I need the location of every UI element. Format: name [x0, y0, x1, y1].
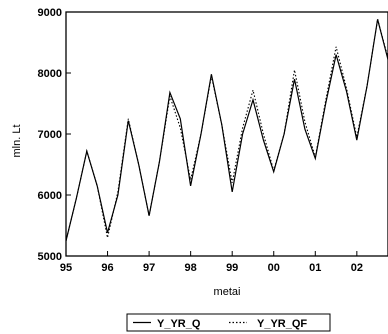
- x-tick-label: 01: [309, 262, 321, 274]
- x-tick-label: 95: [60, 262, 72, 274]
- y-tick-label: 6000: [38, 190, 62, 202]
- y-axis: 5000 6000 7000 8000 9000: [38, 7, 71, 263]
- legend-box: [126, 313, 331, 332]
- y-axis-label: mln. Lt: [11, 124, 23, 157]
- legend-label-y-yr-q: Y_YR_Q: [157, 318, 201, 330]
- legend: Y_YR_Q Y_YR_QF: [126, 313, 331, 332]
- series-lines: [65, 19, 388, 241]
- y-tick-label: 7000: [38, 129, 62, 141]
- series-line-y-yr-q: [65, 19, 388, 241]
- x-tick-label: 99: [226, 262, 238, 274]
- x-axis: 95 96 97 98 99 00 01 02: [60, 251, 363, 274]
- y-tick-label: 9000: [38, 7, 62, 19]
- y-tick-label: 5000: [38, 251, 62, 263]
- x-tick-label: 00: [268, 262, 280, 274]
- legend-label-y-yr-qf: Y_YR_QF: [257, 318, 307, 330]
- y-axis-title: mln. Lt: [11, 124, 23, 157]
- x-tick-label: 02: [351, 262, 363, 274]
- x-tick-label: 98: [185, 262, 197, 274]
- x-axis-label: metai: [214, 286, 241, 298]
- x-tick-label: 97: [143, 262, 155, 274]
- x-tick-label: 96: [101, 262, 113, 274]
- y-tick-label: 8000: [38, 68, 62, 80]
- plot-frame: [65, 11, 388, 257]
